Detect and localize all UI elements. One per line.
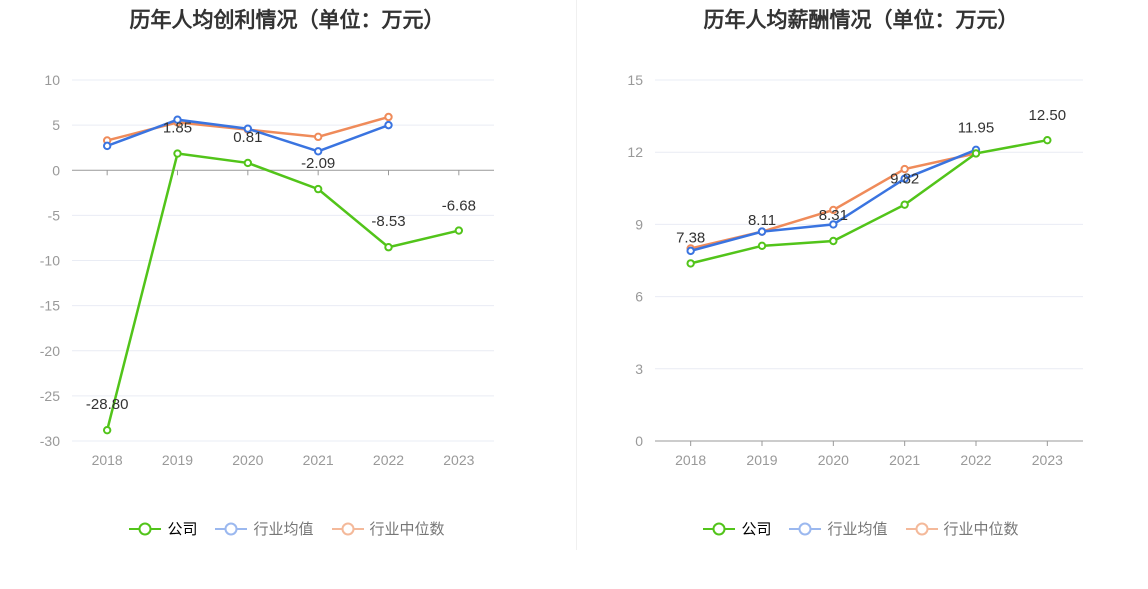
- company-series-line: [105, 152, 460, 431]
- chart-title: 历年人均创利情况（单位：万元）: [129, 8, 445, 32]
- company-series-line: [690, 138, 1048, 265]
- x-tick-label: 2021: [303, 452, 334, 468]
- y-tick-label: 12: [627, 144, 643, 160]
- company-series-point: [686, 259, 695, 268]
- y-tick-label: 6: [635, 289, 643, 305]
- x-tick-label: 2018: [675, 452, 706, 468]
- avg-series-point: [384, 120, 393, 130]
- y-tick-label: 10: [44, 72, 60, 88]
- company-series-point: [173, 149, 182, 158]
- legend-item-median[interactable]: 行业中位数: [331, 518, 445, 539]
- avg-series-point: [243, 124, 253, 133]
- legend-median-icon: [331, 522, 364, 535]
- x-tick-label: 2020: [232, 452, 263, 468]
- x-tick-label: 2023: [1032, 452, 1063, 468]
- legend-company-icon: [703, 522, 736, 535]
- data-label: 7.38: [676, 229, 705, 246]
- avg-series-point: [686, 246, 695, 256]
- data-label: 8.31: [819, 207, 848, 224]
- company-series-point: [313, 184, 323, 194]
- legend-avg-label: 行业均值: [827, 520, 888, 538]
- legend-item-company[interactable]: 公司: [703, 518, 771, 539]
- panel-divider: [576, 0, 577, 550]
- legend-item-avg[interactable]: 行业均值: [215, 518, 314, 539]
- y-tick-label: 0: [52, 162, 60, 178]
- x-tick-label: 2020: [818, 452, 849, 468]
- avg-series-point: [829, 220, 838, 229]
- company-series-point: [757, 241, 767, 251]
- legend-item-avg[interactable]: 行业均值: [789, 518, 888, 539]
- avg-series-point: [900, 174, 909, 183]
- y-tick-label: 15: [627, 72, 643, 88]
- x-tick-label: 2022: [960, 452, 991, 468]
- avg-series-point: [313, 147, 323, 156]
- y-tick-label: -15: [40, 298, 60, 314]
- median-series-point: [313, 132, 323, 142]
- x-tick-label: 2022: [373, 452, 404, 468]
- legend-item-company[interactable]: 公司: [129, 518, 197, 539]
- x-tick-label: 2021: [889, 452, 920, 468]
- data-label: -2.09: [301, 155, 335, 172]
- company-series-point: [971, 149, 981, 158]
- company-series-point: [454, 226, 464, 235]
- data-label: 1.85: [163, 120, 192, 137]
- x-tick-label: 2019: [746, 452, 777, 468]
- company-series-point: [384, 243, 393, 252]
- data-label: -8.53: [371, 213, 405, 230]
- y-tick-label: 5: [52, 117, 60, 133]
- salary-line-chart: 15 12 9 6 3 0 2018 2019 2020 2021 2022 2023 7.38 8.11…: [627, 72, 1083, 468]
- legend-item-median[interactable]: 行业中位数: [905, 518, 1019, 539]
- legend-avg-icon: [789, 522, 822, 535]
- y-tick-label: 3: [635, 361, 643, 377]
- data-label: 9.82: [890, 171, 919, 188]
- legend-company-icon: [129, 522, 162, 535]
- company-series-point: [829, 236, 838, 246]
- legend-avg-label: 行业均值: [253, 520, 314, 538]
- company-series-point: [900, 200, 909, 209]
- x-tick-label: 2018: [92, 452, 123, 468]
- avg-series-point: [102, 141, 112, 151]
- y-tick-label: -25: [40, 388, 60, 404]
- legend-median-label: 行业中位数: [943, 520, 1019, 538]
- y-tick-label: -30: [40, 433, 60, 449]
- data-label: 0.81: [233, 129, 262, 146]
- y-tick-label: -20: [40, 343, 60, 359]
- chart-legend: 公司 行业均值 行业中位数: [574, 518, 1148, 539]
- median-series-point: [900, 164, 909, 174]
- avg-series-point: [173, 115, 182, 124]
- chart-title: 历年人均薪酬情况（单位：万元）: [703, 8, 1019, 32]
- median-series-point: [829, 205, 838, 215]
- x-tick-label: 2019: [162, 452, 193, 468]
- chart-legend: 公司 行业均值 行业中位数: [0, 518, 574, 539]
- company-series-point: [243, 158, 253, 168]
- company-series-point: [1043, 135, 1052, 145]
- y-tick-label: 0: [635, 433, 643, 449]
- median-series-point: [384, 112, 393, 122]
- data-label: -28.80: [86, 396, 129, 413]
- legend-company-label: 公司: [167, 520, 198, 538]
- salary-chart-panel: 历年人均薪酬情况（单位：万元） 15 12 9 6 3 0 2018 2019 2020 2021…: [574, 0, 1148, 589]
- legend-median-label: 行业中位数: [369, 520, 445, 538]
- x-tick-label: 2023: [443, 452, 474, 468]
- avg-series-point: [757, 227, 767, 236]
- legend-avg-icon: [215, 522, 248, 535]
- data-label: -6.68: [442, 198, 476, 215]
- legend-median-icon: [905, 522, 938, 535]
- company-series-point: [102, 425, 112, 435]
- data-label: 11.95: [958, 119, 994, 136]
- data-label: 8.11: [748, 212, 776, 229]
- avg-series-line: [690, 148, 977, 253]
- profit-line-chart: 10 5 0 -5 -10 -15 -20 -25 -30 2018 2019 2020 2021 202…: [40, 72, 494, 468]
- profit-chart-panel: 历年人均创利情况（单位：万元） 10 5 0 -5 -10 -15 -20 -25 -30 201…: [0, 8, 574, 539]
- y-tick-label: -10: [40, 253, 60, 269]
- y-tick-label: -5: [48, 207, 61, 223]
- y-tick-label: 9: [635, 216, 643, 232]
- data-label: 12.50: [1029, 107, 1067, 124]
- legend-company-label: 公司: [741, 520, 772, 538]
